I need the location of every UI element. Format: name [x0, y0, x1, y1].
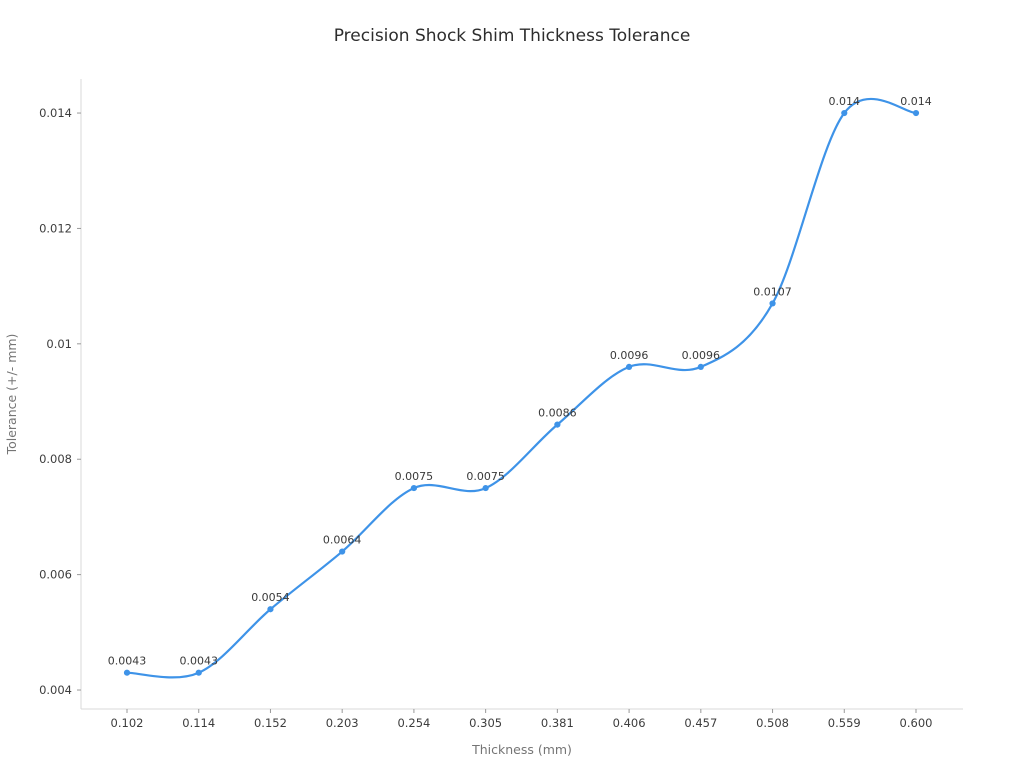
y-tick-label: 0.008 — [39, 452, 72, 466]
data-point-label: 0.0075 — [466, 470, 505, 483]
data-point-marker — [697, 363, 704, 371]
y-tick-label: 0.014 — [39, 106, 72, 120]
data-point-label: 0.014 — [900, 95, 932, 108]
data-point-marker — [339, 548, 346, 555]
x-tick-label: 0.406 — [613, 716, 646, 730]
x-tick-label: 0.152 — [254, 716, 287, 730]
x-tick-label: 0.305 — [469, 716, 502, 730]
x-tick-label: 0.508 — [756, 716, 789, 730]
x-tick-label: 0.381 — [541, 716, 574, 730]
x-tick-label: 0.102 — [111, 716, 144, 730]
data-point-label: 0.0054 — [251, 591, 290, 604]
data-point-marker — [267, 606, 274, 613]
x-tick-label: 0.559 — [828, 716, 861, 730]
data-point-label: 0.0096 — [610, 349, 649, 362]
x-axis-title: Thickness (mm) — [471, 742, 572, 757]
data-point-marker — [841, 109, 848, 117]
data-point-marker — [912, 109, 920, 117]
x-tick-label: 0.203 — [326, 716, 359, 730]
data-point-label: 0.0043 — [179, 655, 218, 668]
series-layer — [123, 97, 920, 679]
x-tick-label: 0.114 — [182, 716, 215, 730]
data-point-marker — [482, 484, 489, 492]
y-axis-title: Tolerance (+/- mm) — [4, 334, 19, 456]
x-tick-label: 0.457 — [684, 716, 717, 730]
chart-title: Precision Shock Shim Thickness Tolerance — [334, 26, 691, 46]
data-point-marker — [195, 669, 202, 676]
data-point-marker — [625, 363, 633, 371]
data-point-label: 0.0075 — [395, 470, 434, 483]
data-point-label: 0.0064 — [323, 534, 362, 547]
point-labels-layer: 0.0043 0.0043 0.0054 0.0064 0.0075 0.0075 0.00… — [108, 95, 932, 668]
x-tick-label: 0.600 — [900, 716, 933, 730]
data-point-marker — [123, 669, 131, 676]
data-point-label: 0.0096 — [682, 349, 721, 362]
data-point-label: 0.0086 — [538, 407, 577, 420]
data-point-marker — [769, 300, 776, 307]
data-point-marker — [554, 421, 561, 428]
data-point-label: 0.0107 — [753, 285, 792, 298]
y-tick-label: 0.004 — [39, 683, 72, 697]
y-tick-label: 0.012 — [39, 221, 72, 235]
x-tick-label: 0.254 — [397, 716, 430, 730]
data-point-label: 0.0043 — [108, 655, 147, 668]
y-tick-label: 0.01 — [46, 337, 72, 351]
y-tick-label: 0.006 — [39, 568, 72, 582]
data-point-label: 0.014 — [829, 95, 861, 108]
series-line — [125, 97, 918, 679]
axes-layer: 0.004 0.006 0.008 0.01 0.012 0.014 0.102 0.114 0… — [39, 79, 963, 730]
data-point-marker — [410, 484, 418, 492]
